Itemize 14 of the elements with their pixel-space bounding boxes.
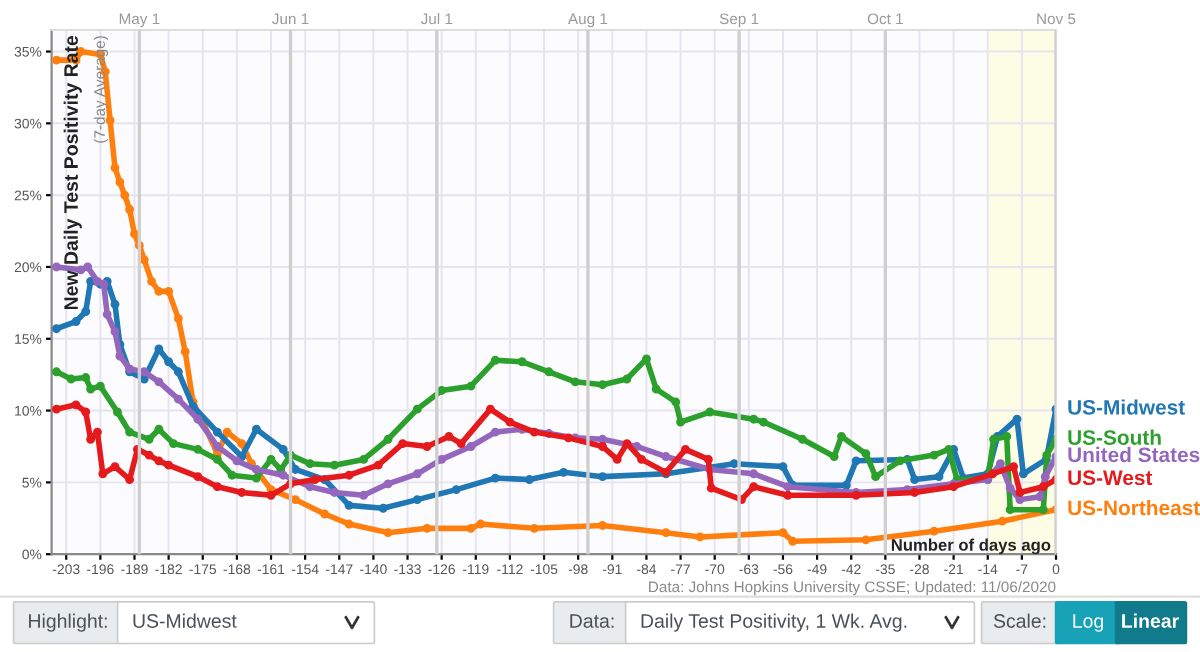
text: Data: bbox=[570, 614, 614, 628]
text: Log bbox=[1073, 614, 1103, 632]
text: Scale: bbox=[993, 613, 1046, 628]
series-label: US-Northeast bbox=[1068, 499, 1200, 516]
y-axis-title: New Daily Test Positivity Rate bbox=[63, 35, 82, 310]
text: US-Midwest bbox=[133, 613, 237, 628]
text: Linear bbox=[1122, 613, 1179, 628]
text: Daily Test Positivity, 1 Wk. Avg. bbox=[641, 613, 907, 632]
series-label: United States bbox=[1068, 446, 1200, 463]
text: Highlight: bbox=[29, 613, 107, 632]
x-axis-title: Number of days ago bbox=[891, 538, 1051, 555]
series-label: US-South bbox=[1068, 429, 1161, 445]
series-label: US-West bbox=[1068, 470, 1153, 486]
series-label: US-Midwest bbox=[1068, 399, 1185, 415]
